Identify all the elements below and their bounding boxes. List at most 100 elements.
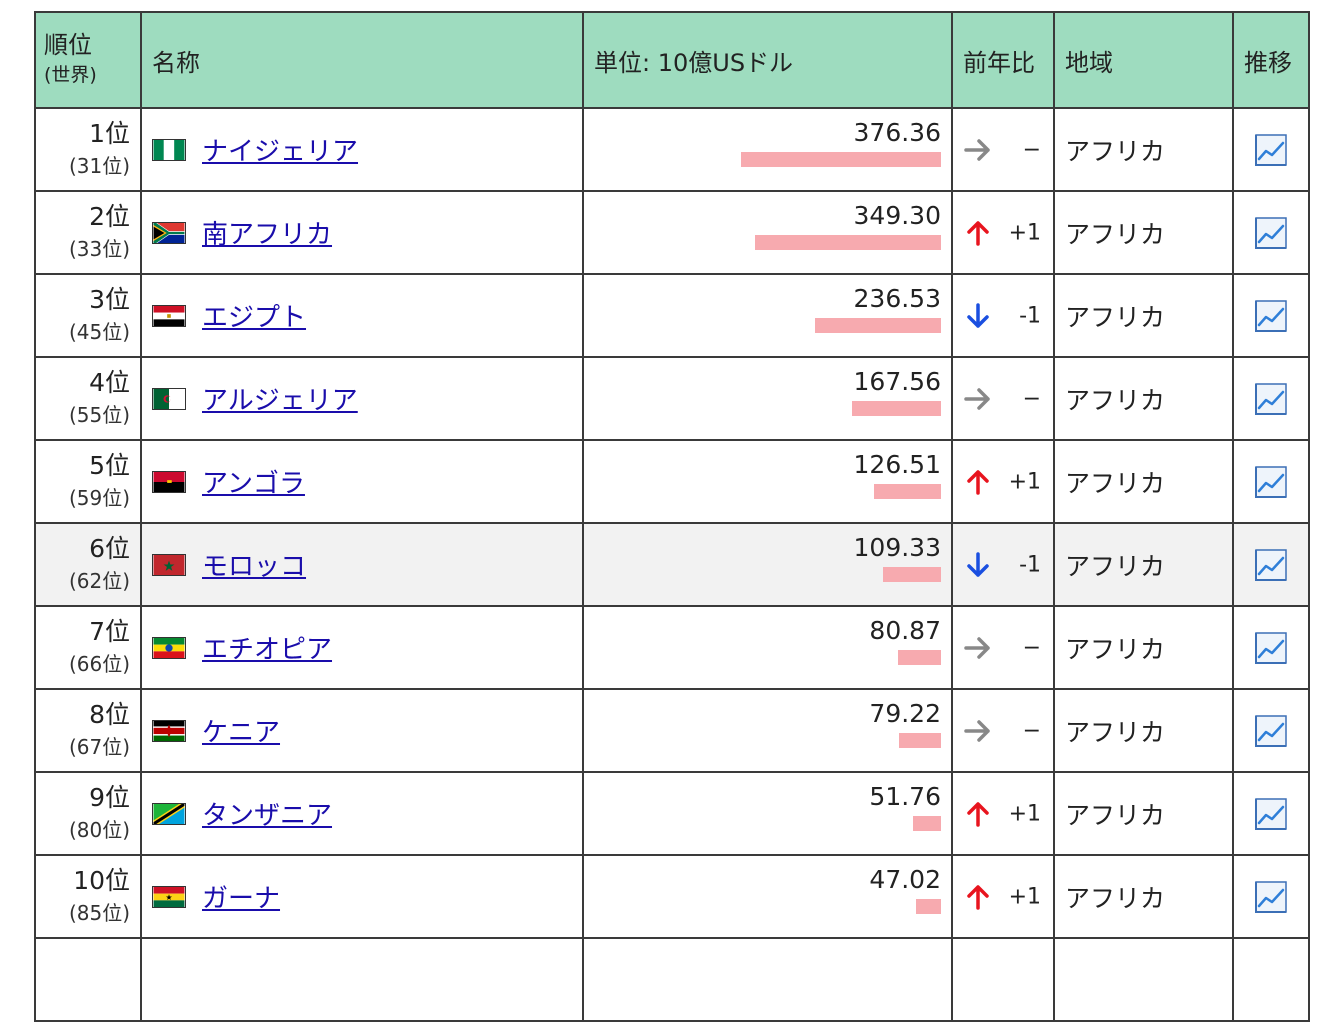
change-cell: − bbox=[951, 107, 1055, 192]
change-cell: -1 bbox=[951, 273, 1055, 358]
region-cell: アフリカ bbox=[1053, 688, 1234, 773]
trend-chart-icon[interactable] bbox=[1254, 133, 1288, 167]
value-bar bbox=[916, 899, 941, 914]
rank-cell: 9位 (80位) bbox=[34, 771, 142, 856]
country-link[interactable]: エジプト bbox=[202, 303, 307, 333]
trend-cell bbox=[1232, 439, 1310, 524]
rank-position: 10位 bbox=[73, 865, 130, 895]
value-cell: 47.02 bbox=[582, 854, 953, 939]
trend-chart-icon[interactable] bbox=[1254, 631, 1288, 665]
header-rank: 順位 (世界) bbox=[34, 11, 142, 109]
rank-position: 7位 bbox=[89, 616, 130, 646]
region-cell: アフリカ bbox=[1053, 190, 1234, 275]
arrow-up-icon bbox=[963, 882, 993, 912]
trend-chart-icon[interactable] bbox=[1254, 465, 1288, 499]
country-cell: モロッコ bbox=[140, 522, 584, 607]
table-row: 7位 (66位) エチオピア 80.87 − アフリカ bbox=[34, 605, 1310, 690]
trend-chart-icon[interactable] bbox=[1254, 797, 1288, 831]
change-delta: +1 bbox=[1008, 884, 1041, 909]
value-bar bbox=[741, 152, 941, 167]
gdp-ranking-table: 順位 (世界) 名称 単位: 10億USドル 前年比 地域 推移 1位 (31位)… bbox=[34, 11, 1310, 1022]
trend-cell bbox=[1232, 605, 1310, 690]
country-link[interactable]: ケニア bbox=[202, 718, 281, 748]
header-region: 地域 bbox=[1053, 11, 1234, 109]
country-link[interactable]: ナイジェリア bbox=[202, 137, 359, 167]
value-cell: 376.36 bbox=[582, 107, 953, 192]
change-cell: − bbox=[951, 688, 1055, 773]
empty-cell bbox=[582, 937, 953, 1022]
trend-chart-icon[interactable] bbox=[1254, 299, 1288, 333]
arrow-right-icon bbox=[963, 384, 993, 414]
change-delta: − bbox=[1022, 635, 1041, 660]
trend-cell bbox=[1232, 107, 1310, 192]
change-cell: +1 bbox=[951, 439, 1055, 524]
value-bar bbox=[913, 816, 941, 831]
country-cell: 南アフリカ bbox=[140, 190, 584, 275]
country-link[interactable]: ガーナ bbox=[202, 884, 281, 914]
nigeria-flag-icon bbox=[152, 138, 186, 161]
trend-cell bbox=[1232, 771, 1310, 856]
trend-cell bbox=[1232, 190, 1310, 275]
value-cell: 109.33 bbox=[582, 522, 953, 607]
country-link[interactable]: モロッコ bbox=[202, 552, 307, 582]
region-cell: アフリカ bbox=[1053, 439, 1234, 524]
egypt-flag-icon bbox=[152, 304, 186, 327]
trend-cell bbox=[1232, 688, 1310, 773]
rank-cell: 5位 (59位) bbox=[34, 439, 142, 524]
region-cell: アフリカ bbox=[1053, 356, 1234, 441]
world-rank: (31位) bbox=[68, 153, 130, 178]
rank-position: 5位 bbox=[89, 450, 130, 480]
empty-cell bbox=[140, 937, 584, 1022]
arrow-up-icon bbox=[963, 467, 993, 497]
table-row: 4位 (55位) アルジェリア 167.56 − アフリカ bbox=[34, 356, 1310, 441]
country-cell: ケニア bbox=[140, 688, 584, 773]
change-cell: +1 bbox=[951, 771, 1055, 856]
table-row: 9位 (80位) タンザニア 51.76 +1 アフリカ bbox=[34, 771, 1310, 856]
change-cell: − bbox=[951, 356, 1055, 441]
country-link[interactable]: 南アフリカ bbox=[202, 220, 333, 250]
region-cell: アフリカ bbox=[1053, 771, 1234, 856]
trend-cell bbox=[1232, 854, 1310, 939]
trend-chart-icon[interactable] bbox=[1254, 880, 1288, 914]
change-delta: -1 bbox=[1019, 552, 1041, 577]
change-delta: − bbox=[1022, 718, 1041, 743]
change-cell: +1 bbox=[951, 854, 1055, 939]
table-body: 1位 (31位) ナイジェリア 376.36− アフリカ 2位 (33位) 南アフリカ 349.… bbox=[34, 107, 1310, 1022]
header-rank-label: 順位 bbox=[44, 31, 92, 59]
empty-cell bbox=[951, 937, 1055, 1022]
trend-chart-icon[interactable] bbox=[1254, 216, 1288, 250]
country-link[interactable]: エチオピア bbox=[202, 635, 333, 665]
value-cell: 51.76 bbox=[582, 771, 953, 856]
rank-cell: 2位 (33位) bbox=[34, 190, 142, 275]
region-cell: アフリカ bbox=[1053, 273, 1234, 358]
value-cell: 349.30 bbox=[582, 190, 953, 275]
rank-position: 8位 bbox=[89, 699, 130, 729]
country-link[interactable]: タンザニア bbox=[202, 801, 333, 831]
kenya-flag-icon bbox=[152, 719, 186, 742]
value-number: 109.33 bbox=[853, 533, 941, 562]
value-number: 349.30 bbox=[853, 201, 941, 230]
change-cell: -1 bbox=[951, 522, 1055, 607]
country-link[interactable]: アンゴラ bbox=[202, 469, 305, 499]
trend-chart-icon[interactable] bbox=[1254, 382, 1288, 416]
table-row: 5位 (59位) アンゴラ 126.51 +1 アフリカ bbox=[34, 439, 1310, 524]
world-rank: (45位) bbox=[68, 319, 130, 344]
rank-position: 2位 bbox=[89, 201, 130, 231]
world-rank: (33位) bbox=[68, 236, 130, 261]
change-delta: -1 bbox=[1019, 303, 1041, 328]
value-number: 80.87 bbox=[869, 616, 941, 645]
trend-chart-icon[interactable] bbox=[1254, 714, 1288, 748]
rank-cell: 8位 (67位) bbox=[34, 688, 142, 773]
country-link[interactable]: アルジェリア bbox=[202, 386, 358, 416]
world-rank: (80位) bbox=[68, 817, 130, 842]
table-row: 8位 (67位) ケニア 79.22 − アフリカ bbox=[34, 688, 1310, 773]
table-header-row: 順位 (世界) 名称 単位: 10億USドル 前年比 地域 推移 bbox=[34, 11, 1310, 109]
value-bar bbox=[898, 650, 941, 665]
world-rank: (67位) bbox=[68, 734, 130, 759]
value-number: 236.53 bbox=[853, 284, 941, 313]
arrow-right-icon bbox=[963, 135, 993, 165]
value-number: 126.51 bbox=[853, 450, 941, 479]
rank-position: 3位 bbox=[89, 284, 130, 314]
rank-cell: 4位 (55位) bbox=[34, 356, 142, 441]
trend-chart-icon[interactable] bbox=[1254, 548, 1288, 582]
